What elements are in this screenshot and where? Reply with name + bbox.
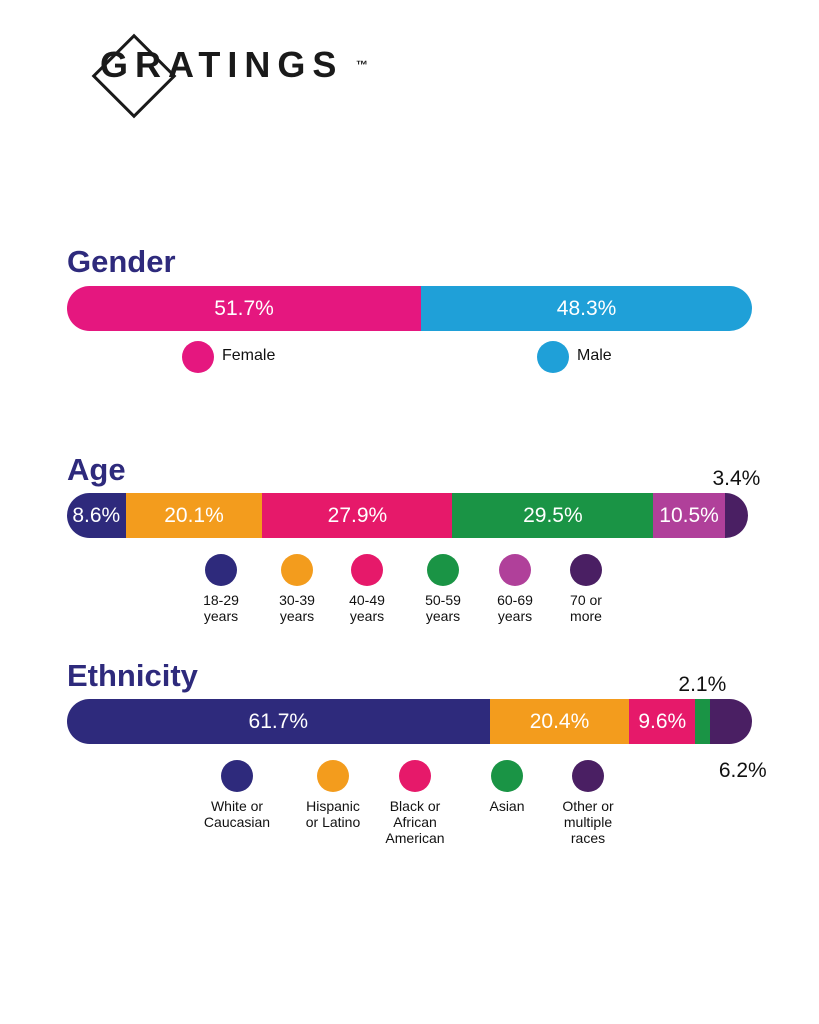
legend-swatch bbox=[182, 341, 214, 373]
value-label: 9.6% bbox=[638, 710, 687, 733]
stacked-bar bbox=[67, 699, 752, 744]
legend-label: Other or multiple races bbox=[562, 798, 614, 846]
legend-swatch bbox=[205, 554, 237, 586]
bar-segment bbox=[695, 699, 710, 744]
value-label: 61.7% bbox=[248, 710, 309, 733]
bar-segment bbox=[709, 699, 752, 744]
section-title: Age bbox=[67, 452, 126, 487]
value-label: 2.1% bbox=[678, 673, 727, 696]
legend-swatch bbox=[537, 341, 569, 373]
stacked-bar bbox=[67, 286, 752, 331]
legend-swatch bbox=[351, 554, 383, 586]
legend-swatch bbox=[399, 760, 431, 792]
value-label: 6.2% bbox=[718, 759, 767, 782]
bar-segment bbox=[421, 286, 752, 331]
legend-swatch bbox=[572, 760, 604, 792]
bar-segment bbox=[262, 493, 453, 538]
value-label: 27.9% bbox=[327, 504, 388, 527]
value-label: 48.3% bbox=[556, 297, 617, 320]
value-label: 20.1% bbox=[164, 504, 224, 527]
legend-swatch bbox=[491, 760, 523, 792]
logo: GRATINGS bbox=[100, 44, 344, 85]
legend-label: 40-49 years bbox=[349, 592, 385, 624]
bar-segment bbox=[67, 286, 422, 331]
legend-swatch bbox=[221, 760, 253, 792]
value-label: 3.4% bbox=[712, 467, 761, 490]
legend-label: Male bbox=[577, 347, 612, 364]
value-label: 20.4% bbox=[529, 710, 590, 733]
value-label: 51.7% bbox=[214, 297, 274, 320]
legend-label: 60-69 years bbox=[497, 592, 533, 624]
legend-swatch bbox=[281, 554, 313, 586]
stacked-bar bbox=[67, 493, 748, 538]
bar-segment bbox=[452, 493, 654, 538]
bar-segment bbox=[67, 699, 490, 744]
bar-segment bbox=[629, 699, 696, 744]
bar-segment bbox=[489, 699, 630, 744]
legend-label: 70 or more bbox=[570, 592, 602, 624]
legend-swatch bbox=[317, 760, 349, 792]
bar-segment bbox=[67, 493, 126, 538]
value-label: 8.6% bbox=[72, 504, 121, 527]
section-title: Gender bbox=[67, 244, 176, 279]
bar-segment bbox=[653, 493, 725, 538]
legend-swatch bbox=[427, 554, 459, 586]
legend-label: 30-39 years bbox=[279, 592, 315, 624]
legend-swatch bbox=[570, 554, 602, 586]
value-label: 29.5% bbox=[523, 504, 583, 527]
legend-label: 18-29 years bbox=[203, 592, 239, 624]
section-title: Ethnicity bbox=[67, 658, 198, 693]
value-label: 10.5% bbox=[659, 504, 719, 527]
bar-segment bbox=[724, 493, 748, 538]
trademark: ™ bbox=[356, 58, 368, 72]
legend-label: 50-59 years bbox=[425, 592, 461, 624]
legend-label: Black or African American bbox=[385, 798, 445, 846]
legend-label: Hispanic or Latino bbox=[305, 798, 361, 830]
legend-swatch bbox=[499, 554, 531, 586]
legend-label: Female bbox=[222, 347, 276, 364]
bar-segment bbox=[125, 493, 263, 538]
legend-label: Asian bbox=[489, 798, 525, 814]
legend-label: White or Caucasian bbox=[203, 798, 271, 830]
